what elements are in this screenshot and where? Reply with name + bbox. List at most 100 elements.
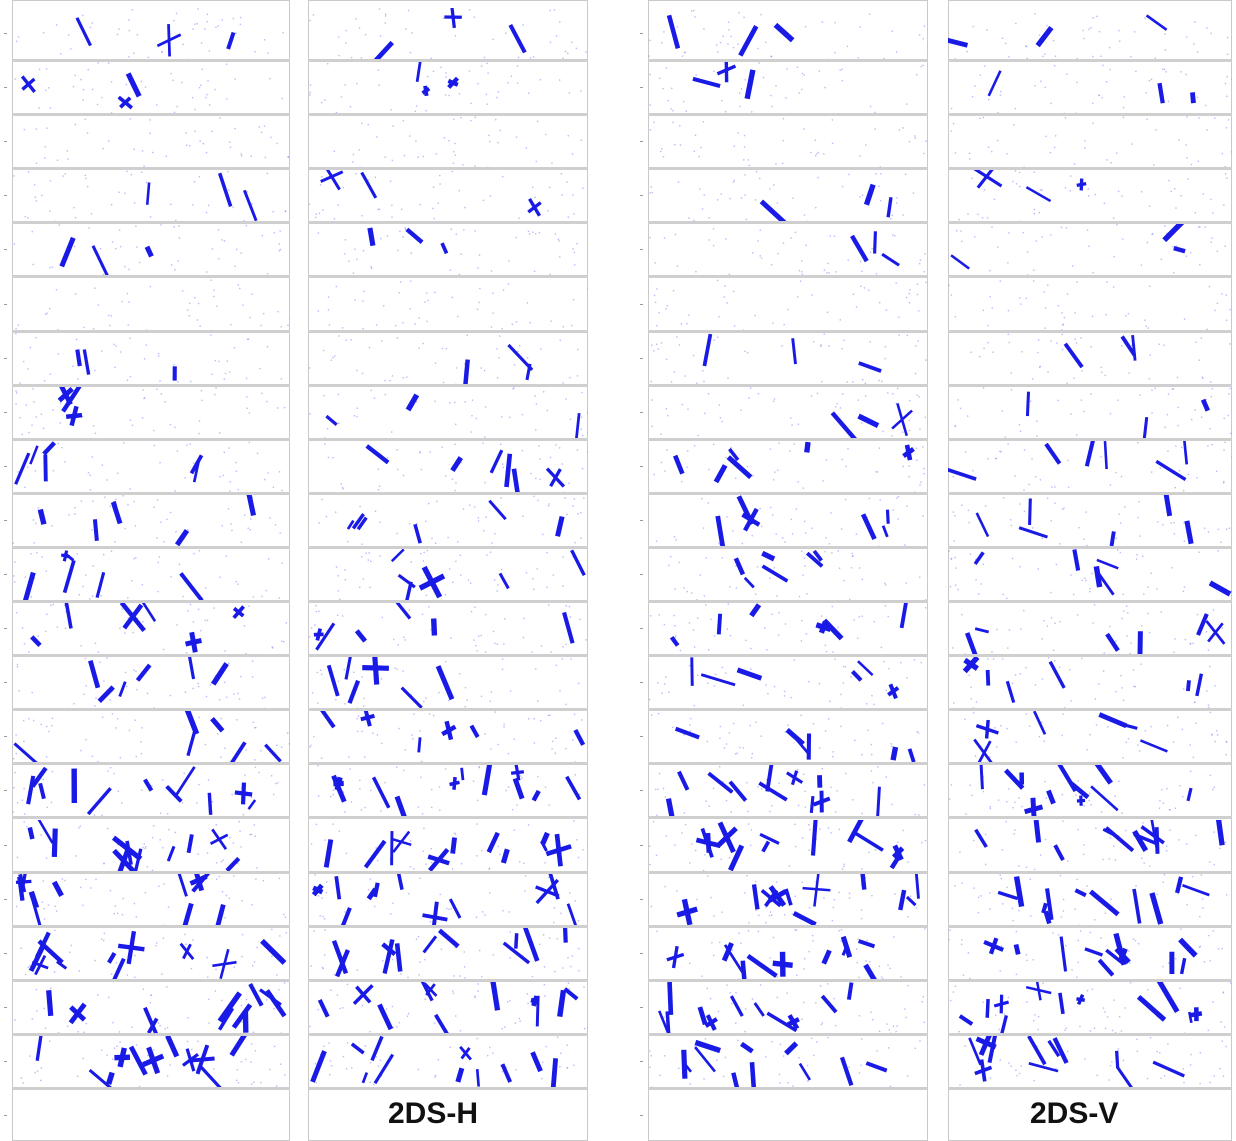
noise-dot <box>342 1055 345 1058</box>
noise-dot <box>267 558 270 560</box>
noise-dot <box>908 292 910 294</box>
noise-dot <box>792 197 794 200</box>
noise-dot <box>693 220 695 222</box>
noise-dot <box>1148 80 1151 82</box>
noise-dot <box>1134 939 1137 942</box>
noise-dot <box>823 333 825 335</box>
axis-tick <box>4 898 7 900</box>
noise-dot <box>559 21 561 23</box>
noise-dot <box>825 650 828 653</box>
noise-dot <box>1219 847 1221 849</box>
noise-dot <box>664 470 666 472</box>
ice-crystal-branch <box>963 658 979 672</box>
ice-crystal-column <box>658 1010 670 1033</box>
noise-dot <box>156 104 158 106</box>
particle-images <box>15 873 287 925</box>
noise-dot <box>129 337 131 339</box>
noise-dot <box>35 162 38 165</box>
noise-dot <box>841 867 844 870</box>
noise-dot <box>561 463 563 465</box>
noise-dot <box>535 160 537 163</box>
noise-dot <box>228 447 230 449</box>
noise-dot <box>182 595 184 598</box>
noise-dot <box>157 1022 160 1024</box>
noise-dot <box>141 171 143 174</box>
noise-dot <box>438 692 440 694</box>
noise-dot <box>401 208 403 211</box>
ice-crystal-column <box>88 1068 112 1087</box>
noise-dot <box>215 968 217 970</box>
noise-dot <box>458 274 461 276</box>
image-strip <box>648 927 928 979</box>
noise-dot <box>954 514 956 517</box>
noise-dot <box>279 230 281 233</box>
noise-dot <box>1078 526 1080 529</box>
particle-images <box>954 873 1228 925</box>
noise-dot <box>1125 314 1127 317</box>
noise-dot <box>719 416 722 419</box>
noise-dot <box>650 714 653 717</box>
image-strip <box>12 116 290 168</box>
noise-dot <box>751 757 753 759</box>
noise-dot <box>707 502 709 504</box>
noise-dot <box>915 906 918 909</box>
noise-dot <box>782 1055 785 1057</box>
particle-images <box>311 657 588 709</box>
noise-dot <box>1129 981 1132 984</box>
noise-dot <box>554 233 557 236</box>
noise-dot <box>502 176 504 178</box>
noise-dot <box>906 334 909 336</box>
noise-dot <box>113 343 115 345</box>
ice-crystal-column <box>821 949 832 965</box>
noise-dot <box>841 80 844 82</box>
noise-dot <box>826 982 829 985</box>
noise-dot <box>162 937 165 939</box>
noise-dot <box>1064 187 1067 189</box>
ice-crystal-column <box>1195 673 1204 697</box>
noise-dot <box>271 647 274 649</box>
noise-dot <box>122 495 124 497</box>
noise-dot <box>24 486 26 488</box>
noise-dot <box>1102 858 1104 860</box>
noise-dot <box>271 646 273 648</box>
noise-dot <box>464 706 466 708</box>
noise-dot <box>559 256 561 259</box>
noise-dot <box>733 145 736 148</box>
ice-crystal-branch <box>21 77 36 91</box>
noise-dot <box>359 586 361 589</box>
noise-dot <box>569 376 571 378</box>
noise-dot <box>191 97 194 99</box>
noise-dot <box>426 549 428 552</box>
noise-dot <box>243 220 245 222</box>
ice-crystal-column <box>22 571 36 600</box>
particle-images <box>14 982 287 1033</box>
noise-dot <box>478 301 480 303</box>
noise-dot <box>23 643 26 645</box>
noise-dot <box>772 936 775 938</box>
noise-dot <box>481 910 484 913</box>
noise-dot <box>1210 199 1212 201</box>
noise-dot <box>144 891 147 894</box>
noise-dot <box>336 994 339 996</box>
noise-dot <box>738 92 741 94</box>
image-strip <box>308 873 588 925</box>
noise-dot <box>803 957 806 960</box>
noise-dot <box>351 161 354 163</box>
noise-dot <box>1211 443 1213 446</box>
noise-dot <box>649 129 652 131</box>
noise-dot <box>254 727 256 729</box>
noise-dot <box>233 966 235 968</box>
noise-dot <box>1199 264 1201 266</box>
noise-dot <box>914 137 916 140</box>
noise-dot <box>275 783 277 785</box>
noise-dot <box>419 451 421 453</box>
noise-dot <box>1131 143 1133 145</box>
noise-dot <box>218 875 221 877</box>
noise-dot <box>996 140 999 142</box>
noise-dot <box>1140 663 1142 666</box>
noise-dot <box>1058 543 1061 545</box>
noise-dot <box>476 800 479 802</box>
noise-dot <box>250 155 252 158</box>
noise-dot <box>126 292 129 294</box>
noise-dot <box>124 671 127 674</box>
